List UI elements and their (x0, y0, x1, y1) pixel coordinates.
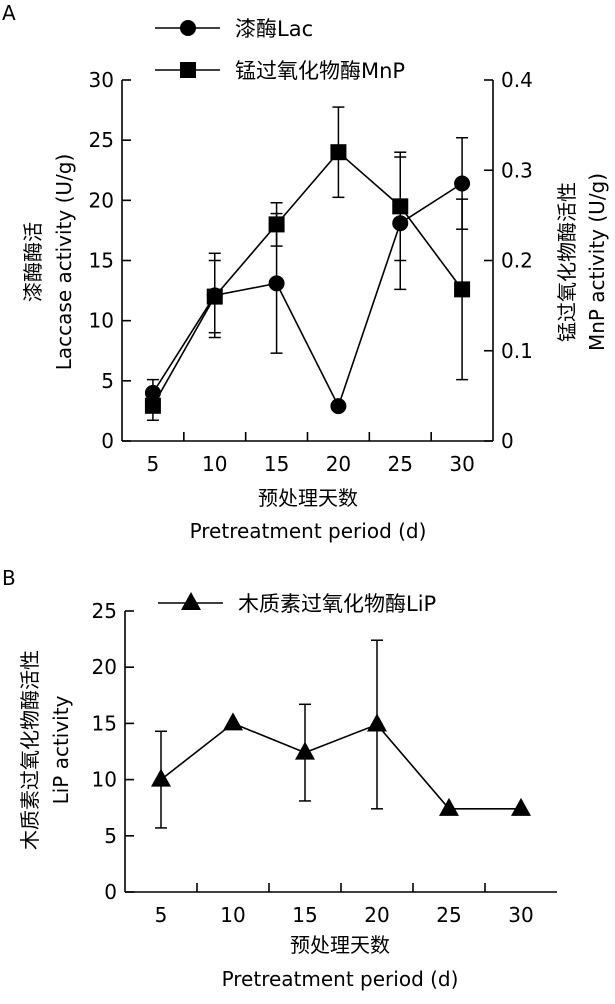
data-point (295, 741, 315, 760)
b-xlabel-cn: 预处理天数 (290, 933, 390, 957)
a-y2label: MnP activity (U/g) (585, 173, 609, 351)
data-point (511, 797, 531, 816)
y2-tick-label: 0.4 (501, 68, 533, 92)
data-point (330, 398, 347, 415)
data-point (392, 198, 409, 215)
y-tick-label: 15 (89, 249, 114, 273)
data-point (206, 288, 223, 305)
data-point (151, 768, 171, 787)
data-point (144, 397, 161, 414)
x-tick-label: 5 (147, 452, 160, 476)
legend-marker (181, 592, 201, 610)
panel-label-a: A (2, 1, 16, 25)
y-tick-label: 20 (92, 655, 117, 679)
a-ylabel-cn: 漆酶酶活 (21, 222, 45, 302)
x-tick-label: 15 (264, 452, 289, 476)
x-tick-label: 30 (508, 903, 533, 927)
y-tick-label: 30 (89, 68, 114, 92)
b-xlabel: Pretreatment period (d) (222, 967, 459, 991)
y2-tick-label: 0.2 (501, 249, 533, 273)
panel-label-b: B (2, 566, 16, 590)
x-tick-label: 25 (436, 903, 461, 927)
data-point (439, 797, 459, 816)
legend-label: 木质素过氧化物酶LiP (238, 592, 436, 616)
a-xlabel-cn: 预处理天数 (258, 486, 358, 510)
x-tick-label: 10 (202, 452, 227, 476)
y2-tick-label: 0 (501, 429, 514, 453)
b-ylabel: LiP activity (49, 695, 73, 804)
legend-marker (180, 62, 196, 78)
data-point (268, 275, 285, 292)
data-point (367, 713, 387, 732)
data-point (268, 216, 285, 233)
y-tick-label: 15 (92, 711, 117, 735)
y-tick-label: 25 (89, 128, 114, 152)
y-tick-label: 5 (104, 824, 117, 848)
x-tick-label: 30 (449, 452, 474, 476)
x-tick-label: 20 (364, 903, 389, 927)
series-triangle (151, 639, 531, 829)
legend-label: 漆酶Lac (235, 17, 313, 41)
data-point (454, 175, 471, 192)
series-square (144, 106, 471, 421)
y2-tick-label: 0.1 (501, 339, 533, 363)
data-point (223, 712, 243, 731)
y-tick-label: 5 (101, 369, 114, 393)
legend-marker (180, 20, 196, 36)
x-tick-label: 5 (155, 903, 168, 927)
series-circle (144, 137, 471, 415)
a-xlabel: Pretreatment period (d) (190, 519, 427, 543)
y-tick-label: 20 (89, 188, 114, 212)
x-tick-label: 20 (326, 452, 351, 476)
x-tick-label: 15 (292, 903, 317, 927)
data-point (454, 281, 471, 298)
series-line (152, 151, 463, 407)
x-tick-label: 10 (220, 903, 245, 927)
y-tick-label: 0 (104, 880, 117, 904)
series-line (160, 722, 521, 810)
a-y2label-cn: 锰过氧化物酶活性 (555, 182, 579, 342)
b-ylabel-cn: 木质素过氧化物酶活性 (18, 650, 42, 850)
data-point (330, 144, 347, 161)
y-tick-label: 0 (101, 429, 114, 453)
y-tick-label: 10 (92, 768, 117, 792)
y-tick-label: 25 (92, 599, 117, 623)
y2-tick-label: 0.3 (501, 158, 533, 182)
series-line (152, 182, 463, 409)
plot-a: 5 10 15 20 25 30 0 5 10 15 20 25 30 0 0.1 0.2 0.3 0.4 漆酶La… (89, 17, 533, 476)
y-tick-label: 10 (89, 309, 114, 333)
a-ylabel: Laccase activity (U/g) (52, 154, 76, 370)
x-tick-label: 25 (388, 452, 413, 476)
plot-b: 5 10 15 20 25 30 0 5 10 15 20 25 木质素过氧化物酶LiP (92, 592, 557, 927)
legend-label: 锰过氧化物酶MnP (235, 59, 405, 83)
